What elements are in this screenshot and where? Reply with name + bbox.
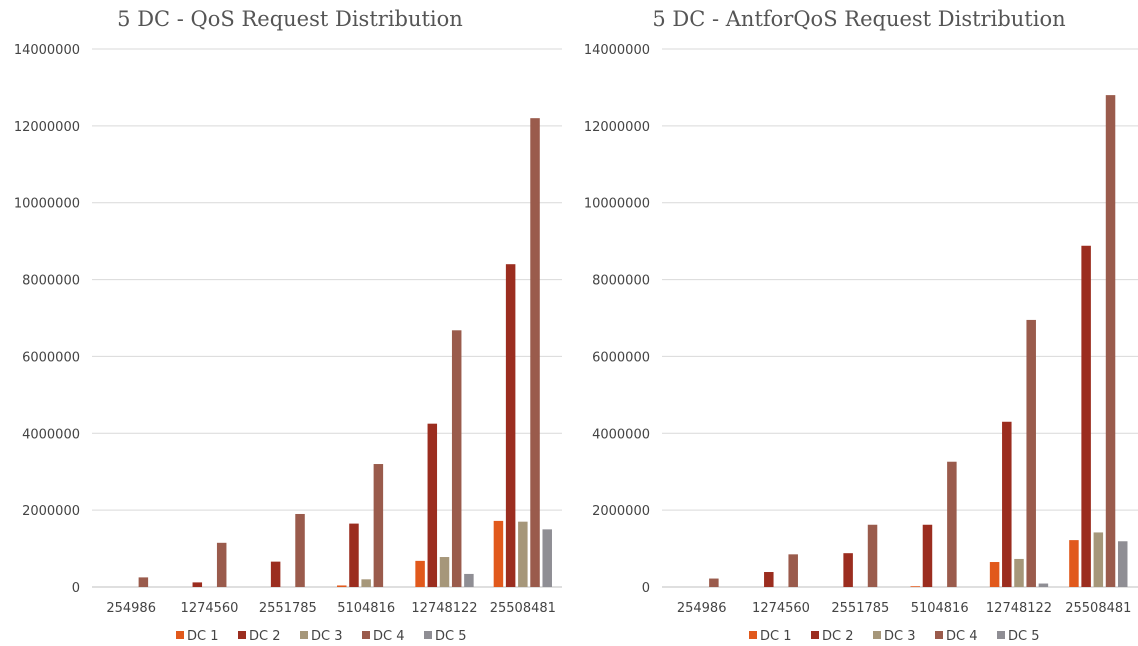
bar-dc-3 — [439, 557, 450, 587]
bar-dc-2 — [349, 523, 359, 587]
bar-dc-2 — [505, 264, 516, 587]
bar-dc-2 — [192, 582, 203, 587]
y-tick-label: 12000000 — [14, 120, 80, 135]
legend-label: DC 1 — [187, 629, 219, 644]
legend-label: DC 5 — [1008, 629, 1040, 644]
legend-label: DC 2 — [822, 629, 854, 644]
legend-swatch — [238, 631, 246, 639]
y-tick-label: 8000000 — [592, 274, 650, 289]
chart-panel-qos: 5 DC - QoS Request Distribution 0 2000000 4… — [14, 7, 562, 644]
y-tick-label: 14000000 — [584, 43, 650, 58]
legend-swatch — [811, 631, 819, 639]
y-tick-label: 4000000 — [22, 427, 80, 442]
legend-label: DC 2 — [249, 629, 281, 644]
legend-label: DC 1 — [760, 629, 792, 644]
x-tick-label: 12748122 — [986, 601, 1052, 616]
x-tick-label: 25508481 — [1065, 601, 1131, 616]
x-tick-label: 2551785 — [259, 601, 317, 616]
bar-dc-1 — [415, 560, 425, 587]
legend-label: DC 4 — [373, 629, 405, 644]
legend-label: DC 3 — [884, 629, 916, 644]
bar-dc-5 — [1117, 541, 1128, 587]
y-tick-label: 10000000 — [584, 197, 650, 212]
legend-swatch — [300, 631, 308, 639]
bar-dc-2 — [764, 572, 774, 587]
legend-swatch — [176, 631, 184, 639]
y-tick-label: 6000000 — [22, 350, 80, 365]
bar-dc-4 — [1026, 319, 1036, 587]
bar-dc-1 — [493, 520, 504, 587]
chart-title: 5 DC - QoS Request Distribution — [117, 7, 463, 31]
bar-dc-3 — [361, 579, 371, 587]
x-tick-label: 1274560 — [181, 601, 239, 616]
bar-dc-3 — [518, 521, 528, 587]
bar-dc-2 — [843, 553, 853, 587]
y-tick-label: 0 — [72, 581, 80, 596]
bar-dc-4 — [373, 464, 384, 587]
bar-dc-4 — [295, 513, 305, 587]
bar-dc-4 — [788, 554, 798, 587]
bar-dc-5 — [542, 529, 552, 587]
bar-dc-4 — [451, 330, 462, 587]
legend-swatch — [997, 631, 1005, 639]
legend-swatch — [873, 631, 881, 639]
x-tick-label: 5104816 — [337, 601, 395, 616]
chart-title: 5 DC - AntforQoS Request Distribution — [652, 7, 1065, 31]
bar-dc-4 — [709, 578, 719, 587]
bar-dc-1 — [989, 562, 1000, 587]
y-tick-label: 0 — [642, 581, 650, 596]
legend-label: DC 3 — [311, 629, 343, 644]
antforqos-bar-chart: 5 DC - AntforQoS Request Distribution 0 20… — [584, 7, 1138, 644]
bar-dc-1 — [1069, 540, 1079, 587]
bar-dc-4 — [947, 461, 957, 587]
y-tick-label: 10000000 — [14, 197, 80, 212]
bar-dc-4 — [867, 524, 878, 587]
legend-label: DC 4 — [946, 629, 978, 644]
bar-dc-1 — [337, 585, 347, 587]
x-tick-label: 12748122 — [411, 601, 477, 616]
x-tick-label: 254986 — [106, 601, 156, 616]
y-tick-label: 2000000 — [22, 504, 80, 519]
y-tick-label: 8000000 — [22, 274, 80, 289]
y-tick-label: 14000000 — [14, 43, 80, 58]
legend-swatch — [749, 631, 757, 639]
bar-dc-4 — [138, 577, 149, 587]
x-tick-label: 25508481 — [490, 601, 556, 616]
bar-dc-2 — [1081, 245, 1091, 588]
x-tick-label: 2551785 — [831, 601, 889, 616]
bar-dc-5 — [1038, 583, 1049, 587]
bar-dc-1 — [910, 586, 921, 587]
x-tick-label: 5104816 — [911, 601, 969, 616]
bar-dc-2 — [270, 561, 281, 587]
legend-swatch — [935, 631, 943, 639]
y-tick-label: 12000000 — [584, 120, 650, 135]
y-tick-label: 4000000 — [592, 427, 650, 442]
x-tick-label: 254986 — [677, 601, 727, 616]
legend-swatch — [424, 631, 432, 639]
y-tick-label: 2000000 — [592, 504, 650, 519]
bar-dc-2 — [922, 524, 933, 587]
legend-swatch — [362, 631, 370, 639]
bar-dc-3 — [1014, 558, 1024, 587]
y-tick-label: 6000000 — [592, 350, 650, 365]
bar-dc-3 — [1093, 532, 1104, 587]
qos-bar-chart: 5 DC - QoS Request Distribution 0 2000000 4… — [14, 7, 562, 644]
chart-panel-antforqos: 5 DC - AntforQoS Request Distribution 0 20… — [569, 0, 1138, 646]
bar-dc-2 — [1002, 421, 1012, 587]
bar-dc-5 — [464, 573, 474, 587]
bar-dc-4 — [530, 118, 540, 588]
x-tick-label: 1274560 — [752, 601, 810, 616]
bar-dc-4 — [1105, 95, 1116, 587]
bar-dc-2 — [427, 423, 438, 587]
legend-label: DC 5 — [435, 629, 467, 644]
bar-dc-4 — [216, 542, 227, 587]
